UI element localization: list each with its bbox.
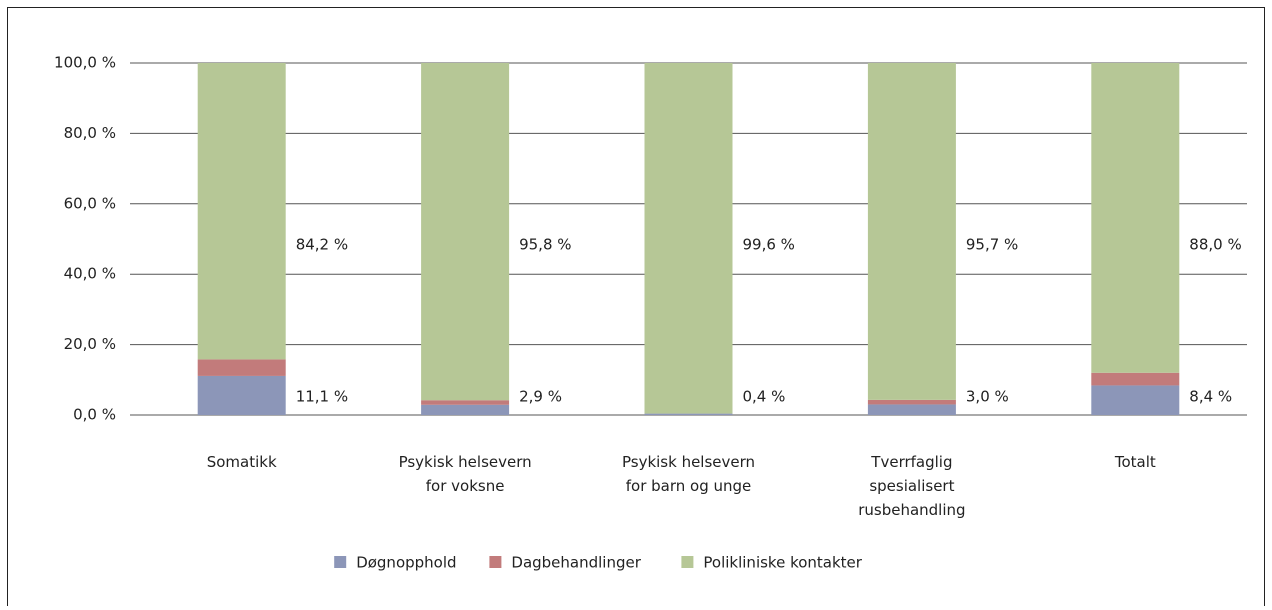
data-label: 11,1 % [296, 388, 348, 406]
data-label: 95,7 % [966, 236, 1018, 254]
data-label: 3,0 % [966, 388, 1009, 406]
data-label: 88,0 % [1189, 236, 1241, 254]
x-tick-label: Psykisk helsevern for barn og unge [622, 453, 755, 495]
bar-segment [421, 404, 510, 415]
data-label: 8,4 % [1189, 388, 1232, 406]
x-tick-label: Totalt [1114, 453, 1156, 471]
bar-segment [1091, 372, 1180, 386]
y-tick-label: 40,0 % [64, 265, 116, 283]
bar-segment [421, 400, 510, 405]
y-tick-label: 100,0 % [54, 54, 116, 72]
legend-swatch [681, 556, 694, 568]
bar-segment [1091, 63, 1180, 373]
y-tick-label: 0,0 % [73, 406, 116, 424]
y-tick-label: 80,0 % [64, 124, 116, 142]
data-label: 0,4 % [743, 388, 786, 406]
bar-segment [197, 63, 286, 360]
bar-segment [867, 399, 956, 405]
bar-segment [1091, 385, 1180, 415]
frame [7, 7, 1265, 610]
legend-swatch [334, 556, 347, 568]
x-tick-label: Psykisk helsevern for voksne [399, 453, 532, 495]
bar-segment [197, 375, 286, 415]
data-label: 84,2 % [296, 236, 348, 254]
bar-segment [197, 359, 286, 376]
data-label: 99,6 % [743, 236, 795, 254]
y-tick-label: 60,0 % [64, 194, 116, 212]
x-tick-label: Tverrfaglig spesialisert rusbehandling [858, 453, 965, 519]
bar-segment [867, 404, 956, 415]
data-label: 2,9 % [519, 388, 562, 406]
bar-segment [644, 63, 733, 414]
legend-swatch [489, 556, 502, 568]
legend-label: Dagbehandlinger [511, 554, 641, 572]
bar-segment [644, 413, 733, 415]
y-tick-label: 20,0 % [64, 335, 116, 353]
bar-segment [867, 63, 956, 400]
legend-label: Polikliniske kontakter [703, 554, 862, 572]
legend-label: Døgnopphold [356, 554, 456, 572]
x-tick-label: Somatikk [207, 453, 277, 471]
bar-segment [421, 63, 510, 401]
data-label: 95,8 % [519, 236, 571, 254]
